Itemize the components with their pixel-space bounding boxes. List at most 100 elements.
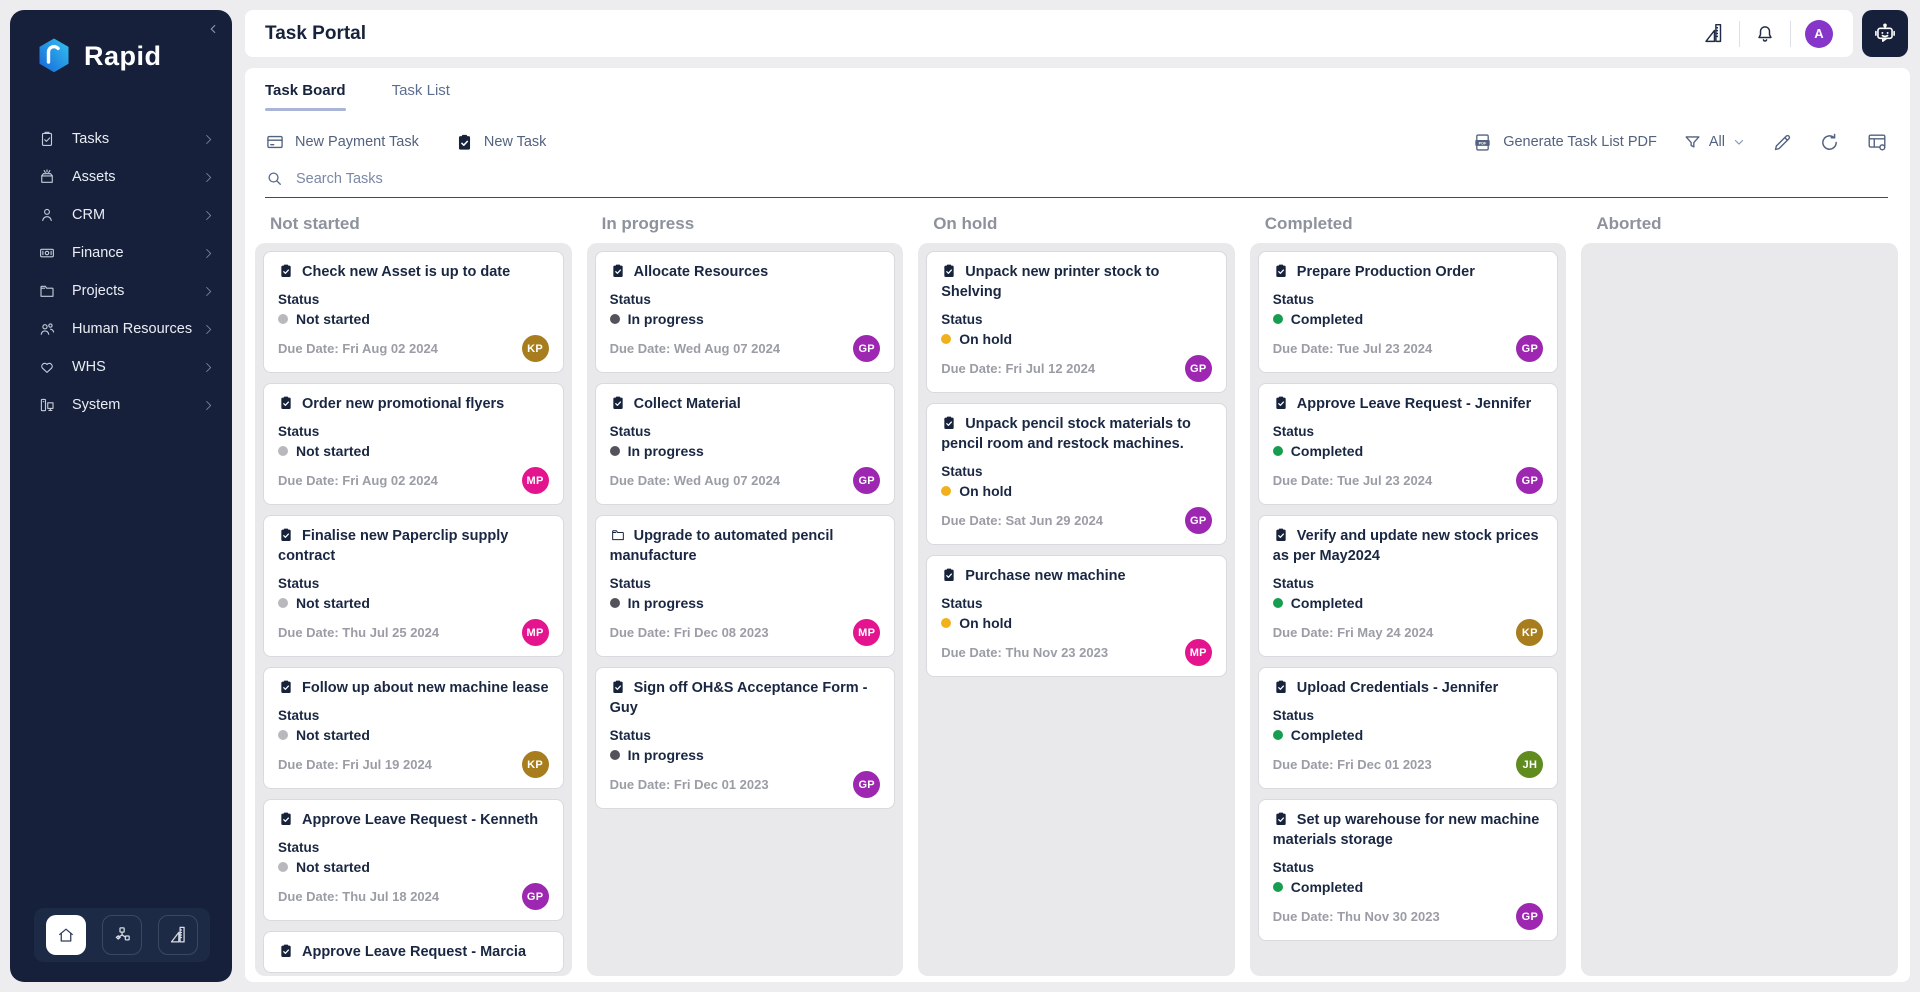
column-body: Check new Asset is up to date Status Not s… xyxy=(255,243,572,976)
filter-dropdown[interactable]: All xyxy=(1683,133,1746,152)
finance-icon xyxy=(38,244,56,262)
sidebar-collapse-button[interactable] xyxy=(204,20,222,38)
status-value: In progress xyxy=(627,443,704,459)
status-label: Status xyxy=(1272,860,1315,875)
dock-button-home[interactable] xyxy=(46,915,86,955)
task-card[interactable]: Follow up about new machine lease Status N… xyxy=(263,667,564,789)
ruler-icon[interactable] xyxy=(1702,22,1725,45)
sidebar-item-whs[interactable]: WHS xyxy=(10,348,232,386)
due-date: Due Date: Fri Jul 12 2024 xyxy=(941,361,1096,376)
task-card[interactable]: Approve Leave Request - Kenneth Status Not… xyxy=(263,799,564,921)
chat-assistant-button[interactable] xyxy=(1862,10,1908,57)
task-card-title: Unpack new printer stock to Shelving xyxy=(941,264,1160,300)
status-dot xyxy=(1272,598,1283,608)
due-date: Due Date: Fri Aug 02 2024 xyxy=(278,473,438,488)
sidebar-item-finance[interactable]: Finance xyxy=(10,234,232,272)
generate-pdf-button[interactable]: PDF Generate Task List PDF xyxy=(1472,132,1657,153)
chevron-right-icon xyxy=(201,208,216,223)
task-card[interactable]: Verify and update new stock prices as pe… xyxy=(1257,515,1559,657)
chevron-left-icon xyxy=(206,22,220,36)
status-value: In progress xyxy=(627,595,704,611)
kanban-column-aborted: Aborted xyxy=(1581,210,1898,976)
task-card[interactable]: Unpack new printer stock to Shelving Stat… xyxy=(926,251,1227,393)
svg-text:PDF: PDF xyxy=(1479,141,1487,145)
card-footer: Due Date: Tue Jul 23 2024 GP xyxy=(1273,335,1544,362)
new-payment-task-button[interactable]: New Payment Task xyxy=(265,132,419,152)
search-input[interactable] xyxy=(296,170,1888,187)
assignee-avatar: GP xyxy=(1516,467,1544,494)
human-resources-icon xyxy=(38,320,56,338)
workflow-icon xyxy=(112,925,132,945)
rapid-hexagon-logo xyxy=(34,36,74,76)
sidebar-item-crm[interactable]: CRM xyxy=(10,196,232,234)
status-value: Completed xyxy=(1290,595,1364,611)
task-card-title: Check new Asset is up to date xyxy=(278,262,549,282)
dock-button-ruler[interactable] xyxy=(158,915,198,955)
card-footer: Due Date: Fri Aug 02 2024 KP xyxy=(278,335,549,362)
task-card[interactable]: Upgrade to automated pencil manufacture S… xyxy=(594,515,896,657)
status-value-row: Not started xyxy=(278,595,549,611)
refresh-icon[interactable] xyxy=(1819,132,1840,153)
status-dot xyxy=(278,862,288,872)
status-dot xyxy=(278,730,288,740)
assignee-avatar: MP xyxy=(853,619,881,646)
status-dot xyxy=(609,446,620,456)
assignee-avatar: MP xyxy=(521,619,549,646)
bell-icon[interactable] xyxy=(1754,23,1776,45)
status-label: Status xyxy=(609,728,651,743)
task-card[interactable]: Order new promotional flyers Status Not st… xyxy=(263,383,564,505)
task-card-title: Unpack pencil stock materials to pencil … xyxy=(941,416,1191,452)
filter-value: All xyxy=(1708,134,1725,150)
chevron-right-icon xyxy=(201,132,216,147)
status-dot xyxy=(1272,446,1283,456)
dock-button-workflow[interactable] xyxy=(102,915,142,955)
assignee-avatar: KP xyxy=(521,751,549,778)
task-icon xyxy=(941,567,957,583)
task-card-title: Approve Leave Request - Marcia xyxy=(278,942,549,962)
task-card[interactable]: Finalise new Paperclip supply contract St… xyxy=(263,515,564,657)
task-card[interactable]: Approve Leave Request - Jennifer Status Co… xyxy=(1257,383,1559,505)
task-card[interactable]: Unpack pencil stock materials to pencil … xyxy=(926,403,1227,545)
assignee-avatar: MP xyxy=(1184,639,1212,666)
status-value: On hold xyxy=(959,483,1013,499)
header-divider xyxy=(1739,20,1740,47)
chevron-down-icon xyxy=(1732,135,1746,149)
tab-task-list[interactable]: Task List xyxy=(391,82,450,99)
status-label: Status xyxy=(609,424,651,439)
user-avatar[interactable]: A xyxy=(1805,19,1833,48)
status-label: Status xyxy=(1272,424,1315,439)
task-card[interactable]: Check new Asset is up to date Status Not s… xyxy=(263,251,564,373)
pencil-icon[interactable] xyxy=(1772,132,1793,153)
funnel-icon xyxy=(1683,133,1702,152)
sidebar-item-assets[interactable]: Assets xyxy=(10,158,232,196)
new-task-button[interactable]: New Task xyxy=(455,133,546,152)
robot-icon xyxy=(1872,21,1898,47)
assignee-avatar: MP xyxy=(521,467,549,494)
task-card[interactable]: Upload Credentials - Jennifer Status Compl… xyxy=(1257,667,1559,789)
tab-task-board[interactable]: Task Board xyxy=(265,82,346,111)
task-card[interactable]: Set up warehouse for new machine materia… xyxy=(1257,799,1559,941)
status-dot xyxy=(609,314,620,324)
ruler-icon xyxy=(168,925,188,945)
task-card[interactable]: Sign off OH&S Acceptance Form - Guy Statu… xyxy=(594,667,896,809)
status-value-row: On hold xyxy=(941,615,1212,631)
sidebar-item-system[interactable]: System xyxy=(10,386,232,424)
search-icon xyxy=(265,169,284,188)
assignee-avatar: JH xyxy=(1516,751,1544,778)
task-card[interactable]: Collect Material Status In progress Due Dat… xyxy=(594,383,896,505)
sidebar: Rapid Tasks Assets CRM Finance Projects Human… xyxy=(10,10,232,982)
assignee-avatar: GP xyxy=(853,335,881,362)
sidebar-item-human-resources[interactable]: Human Resources xyxy=(10,310,232,348)
due-date: Due Date: Fri Dec 01 2023 xyxy=(1272,757,1432,772)
task-icon xyxy=(278,263,294,279)
task-card[interactable]: Purchase new machine Status On hold Due Dat… xyxy=(926,555,1227,677)
sidebar-item-projects[interactable]: Projects xyxy=(10,272,232,310)
column-title: Not started xyxy=(270,214,360,233)
status-value: Completed xyxy=(1290,727,1364,743)
sidebar-item-tasks[interactable]: Tasks xyxy=(10,120,232,158)
table-settings-icon[interactable] xyxy=(1866,131,1888,153)
task-card[interactable]: Prepare Production Order Status Completed D… xyxy=(1257,251,1559,373)
status-dot xyxy=(278,314,288,324)
task-card[interactable]: Approve Leave Request - Marcia xyxy=(263,931,564,973)
task-card[interactable]: Allocate Resources Status In progress Due D… xyxy=(594,251,896,373)
